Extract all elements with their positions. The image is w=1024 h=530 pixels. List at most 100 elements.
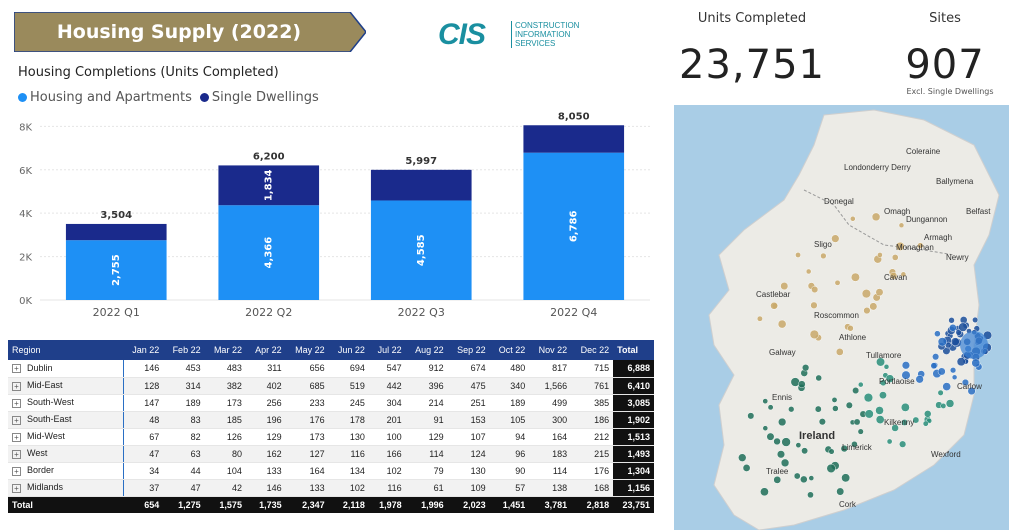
site-dot[interactable]	[814, 405, 822, 413]
expand-icon[interactable]: +	[12, 466, 21, 476]
site-dot[interactable]	[971, 358, 981, 368]
site-dot[interactable]	[915, 375, 924, 384]
site-dot[interactable]	[891, 254, 899, 261]
site-dot[interactable]	[800, 475, 808, 484]
site-dot[interactable]	[940, 402, 947, 409]
legend-item-single[interactable]: Single Dwellings	[199, 90, 319, 105]
site-dot[interactable]	[798, 380, 806, 389]
site-dot[interactable]	[742, 464, 751, 472]
site-dot[interactable]	[850, 215, 856, 222]
site-dot[interactable]	[937, 367, 946, 376]
site-dot[interactable]	[793, 472, 801, 480]
site-dot[interactable]	[807, 491, 814, 499]
site-dot[interactable]	[879, 379, 887, 387]
legend-item-housing[interactable]: Housing and Apartments	[18, 90, 192, 105]
site-dot[interactable]	[834, 279, 841, 286]
site-dot[interactable]	[864, 409, 874, 419]
site-dot[interactable]	[810, 301, 818, 309]
expand-icon[interactable]: +	[12, 398, 21, 408]
site-dot[interactable]	[861, 289, 872, 299]
site-dot[interactable]	[847, 325, 854, 332]
site-dot[interactable]	[795, 252, 801, 258]
site-dot[interactable]	[900, 402, 910, 412]
site-dot[interactable]	[762, 425, 769, 431]
site-dot[interactable]	[901, 419, 908, 426]
site-dot[interactable]	[820, 252, 827, 260]
site-dot[interactable]	[836, 487, 845, 496]
site-dot[interactable]	[972, 316, 979, 323]
site-dot[interactable]	[780, 282, 789, 291]
site-dot[interactable]	[871, 212, 881, 222]
site-dot[interactable]	[835, 348, 844, 356]
site-dot[interactable]	[857, 381, 864, 388]
site-dot[interactable]	[945, 399, 955, 408]
site-dot[interactable]	[831, 396, 838, 403]
site-dot[interactable]	[899, 440, 907, 448]
site-dot[interactable]	[828, 448, 835, 455]
site-dot[interactable]	[895, 241, 905, 251]
site-dot[interactable]	[885, 374, 895, 383]
site-dot[interactable]	[773, 437, 781, 446]
site-dot[interactable]	[961, 378, 969, 387]
column-header-month[interactable]: Aug 22	[415, 345, 444, 355]
site-dot[interactable]	[886, 438, 893, 445]
expand-icon[interactable]: +	[12, 483, 21, 493]
site-dot[interactable]	[795, 442, 802, 449]
column-header-month[interactable]: Dec 22	[580, 345, 610, 355]
site-dot[interactable]	[934, 330, 941, 337]
site-dot[interactable]	[776, 450, 786, 459]
site-dot[interactable]	[747, 412, 755, 420]
column-header-month[interactable]: Feb 22	[172, 345, 201, 355]
column-header-month[interactable]: Jan 22	[132, 345, 160, 355]
site-dot[interactable]	[845, 401, 853, 409]
site-dot[interactable]	[901, 361, 911, 370]
site-dot[interactable]	[891, 424, 899, 432]
expand-icon[interactable]: +	[12, 432, 21, 442]
site-dot-large[interactable]	[960, 331, 988, 359]
site-dot[interactable]	[777, 319, 787, 329]
site-dot[interactable]	[876, 357, 886, 367]
site-dot[interactable]	[898, 222, 905, 229]
site-dot[interactable]	[756, 315, 763, 322]
column-header-month[interactable]: Jul 22	[377, 345, 402, 355]
site-dot[interactable]	[857, 428, 864, 435]
site-dot[interactable]	[956, 357, 966, 367]
site-dot[interactable]	[811, 285, 819, 294]
site-dot[interactable]	[863, 392, 874, 403]
site-dot[interactable]	[767, 404, 774, 411]
site-dot[interactable]	[777, 417, 787, 427]
expand-icon[interactable]: +	[12, 364, 21, 374]
site-dot[interactable]	[958, 322, 968, 332]
site-dot[interactable]	[766, 432, 775, 441]
site-dot[interactable]	[967, 386, 976, 396]
site-dot[interactable]	[951, 374, 958, 381]
site-dot[interactable]	[917, 242, 924, 249]
column-header-month[interactable]: Jun 22	[337, 345, 365, 355]
column-header-month[interactable]: Oct 22	[498, 345, 526, 355]
site-dot[interactable]	[869, 302, 878, 311]
column-header-region[interactable]: Region	[12, 345, 41, 355]
site-dot[interactable]	[801, 447, 809, 455]
site-dot[interactable]	[955, 329, 962, 336]
column-header-month[interactable]: Apr 22	[255, 345, 282, 355]
site-dot[interactable]	[901, 370, 911, 380]
site-dot[interactable]	[932, 353, 940, 361]
site-dot[interactable]	[809, 329, 820, 340]
site-dot[interactable]	[808, 475, 815, 481]
site-dot[interactable]	[937, 337, 947, 347]
site-dot[interactable]	[875, 406, 884, 415]
expand-icon[interactable]: +	[12, 381, 21, 391]
site-dot[interactable]	[877, 252, 883, 258]
site-dot[interactable]	[851, 440, 858, 448]
column-header-month[interactable]: Mar 22	[213, 345, 242, 355]
site-dot[interactable]	[738, 453, 747, 462]
site-dot[interactable]	[840, 444, 848, 453]
site-dot[interactable]	[949, 367, 957, 374]
expand-icon[interactable]: +	[12, 415, 21, 425]
site-dot[interactable]	[773, 475, 782, 484]
site-dot[interactable]	[937, 389, 944, 396]
site-dot[interactable]	[950, 337, 960, 347]
site-dot[interactable]	[801, 364, 810, 372]
site-dot[interactable]	[879, 391, 887, 400]
site-dot[interactable]	[805, 268, 812, 275]
